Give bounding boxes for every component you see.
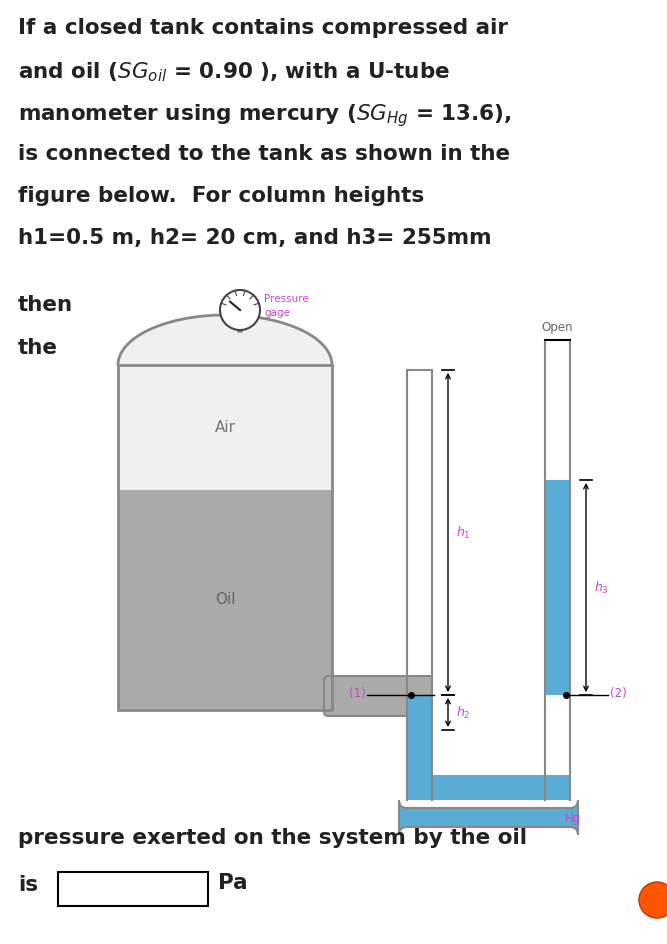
Bar: [432, 370, 545, 775]
Text: and oil ($SG_{oil}$ = 0.90 ), with a U-tube: and oil ($SG_{oil}$ = 0.90 ), with a U-t…: [18, 60, 450, 84]
Bar: [58, 872, 208, 906]
Text: Oil: Oil: [215, 593, 235, 608]
Text: Air: Air: [215, 420, 235, 435]
Text: Open: Open: [542, 321, 573, 334]
Text: the: the: [18, 338, 58, 358]
Circle shape: [220, 290, 260, 330]
Polygon shape: [118, 315, 332, 365]
Text: $h_3$: $h_3$: [594, 580, 609, 596]
Bar: [118, 365, 332, 710]
Bar: [118, 365, 332, 490]
Text: is connected to the tank as shown in the: is connected to the tank as shown in the: [18, 144, 510, 164]
Text: Hg: Hg: [565, 812, 581, 825]
Text: $h_1$: $h_1$: [456, 525, 471, 541]
Bar: [118, 490, 332, 710]
Text: manometer using mercury ($SG_{Hg}$ = 13.6),: manometer using mercury ($SG_{Hg}$ = 13.…: [18, 102, 512, 128]
Text: $h_2$: $h_2$: [456, 704, 470, 720]
Text: Pressure
gage: Pressure gage: [264, 295, 309, 317]
Text: Pa: Pa: [218, 873, 247, 893]
Text: figure below.  For column heights: figure below. For column heights: [18, 186, 424, 206]
Text: pressure exerted on the system by the oil: pressure exerted on the system by the oi…: [18, 828, 527, 848]
Text: is: is: [18, 875, 38, 895]
Text: (1): (1): [349, 686, 366, 700]
Text: h1=0.5 m, h2= 20 cm, and h3= 255mm: h1=0.5 m, h2= 20 cm, and h3= 255mm: [18, 228, 492, 248]
Text: then: then: [18, 295, 73, 315]
FancyBboxPatch shape: [399, 800, 578, 835]
FancyBboxPatch shape: [324, 676, 440, 716]
Circle shape: [639, 882, 667, 918]
Text: (2): (2): [610, 686, 627, 700]
Bar: [407, 775, 570, 800]
Text: If a closed tank contains compressed air: If a closed tank contains compressed air: [18, 18, 508, 38]
